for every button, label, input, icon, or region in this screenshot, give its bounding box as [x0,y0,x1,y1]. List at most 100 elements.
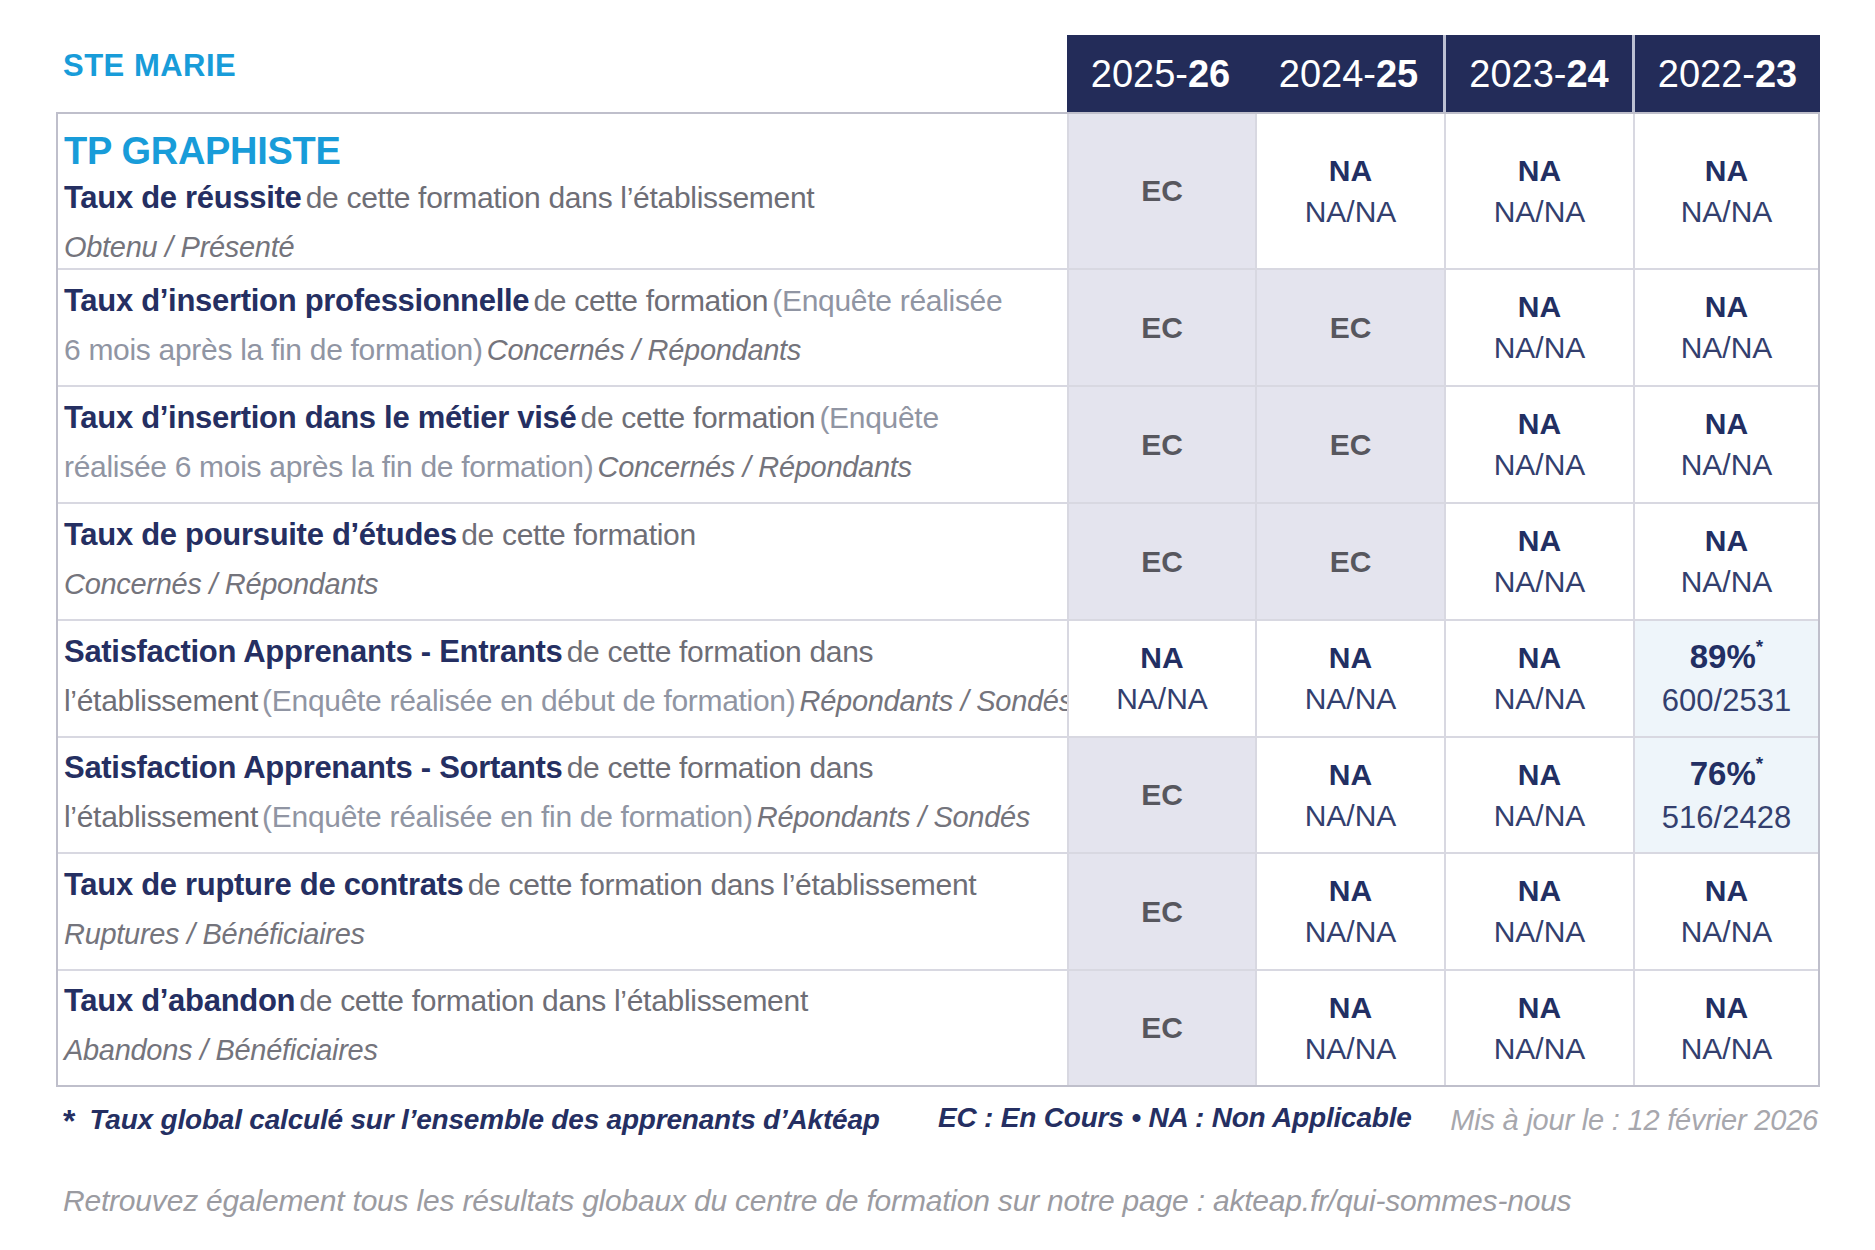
row-title: Taux d’insertion professionnelle [64,283,529,318]
row-title-line: Satisfaction Apprenants - Entrants de ce… [64,630,1049,679]
row-label-insertion-professionnelle: Taux d’insertion professionnelle de cett… [58,268,1067,385]
cell-value: EC [1141,778,1183,812]
cell-ratio: NA/NA [1305,195,1397,229]
row-ratio-caption: Répondants / Sondés [800,685,1067,717]
row-parenthetical: (Enquête réalisée [772,284,1002,317]
cell-ratio: NA/NA [1116,682,1208,716]
value-cell: NANA/NA [1633,268,1818,385]
cell-value: 76%* [1690,755,1763,793]
cell-ratio: NA/NA [1494,195,1586,229]
value-cell: EC [1067,385,1255,502]
cell-value: NA [1329,641,1372,675]
row-description: de cette formation dans [567,751,874,784]
row-subtitle-line: 6 mois après la fin de formation) Concer… [64,328,1049,377]
row-description: de cette formation [581,401,816,434]
value-cell: NA NA/NA [1633,969,1818,1085]
footnote-row: *Taux global calculé sur l’ensemble des … [0,1100,1875,1140]
global-results-note: Retrouvez également tous les résultats g… [63,1184,1571,1218]
year-label-light: 2024- [1279,53,1376,96]
cell-ratio: NA/NA [1494,448,1586,482]
value-cell: NA NA/NA [1444,385,1633,502]
value-cell: NA NA/NA [1067,619,1255,736]
row-title-line: Taux de poursuite d’études de cette form… [64,513,1049,562]
cell-ratio: NA/NA [1494,682,1586,716]
cell-ratio: NA/NA [1494,1032,1586,1066]
cell-value: NA [1705,874,1748,908]
value-cell: EC [1067,114,1255,268]
year-label-bold: 26 [1188,53,1230,96]
row-title-line: Taux de rupture de contrats de cette for… [64,863,1049,912]
cell-ratio: NA/NA [1681,448,1773,482]
row-description: l’établissement [64,800,258,833]
row-title-line: Satisfaction Apprenants - Sortants de ce… [64,746,1049,795]
value-cell: NANA/NA [1255,969,1444,1085]
footnote-star: * [63,1103,75,1139]
cell-ratio: NA/NA [1494,565,1586,599]
row-ratio-caption: Concernés / Répondants [487,334,801,366]
row-title: Taux de réussite [64,180,302,215]
cell-value: EC [1141,545,1183,579]
value-cell: EC [1067,969,1255,1085]
cell-value: NA [1705,524,1748,558]
value-cell: NA NA/NA [1255,619,1444,736]
row-subtitle-line: réalisée 6 mois après la fin de formatio… [64,445,1049,494]
footnote: *Taux global calculé sur l’ensemble des … [63,1100,880,1137]
year-label-bold: 23 [1755,53,1797,96]
cell-ratio: NA/NA [1494,915,1586,949]
row-ratio-caption: Abandons / Bénéficiaires [64,1034,378,1066]
value-cell: EC [1255,502,1444,619]
row-title-line: Taux d’insertion dans le métier visé de … [64,396,1049,445]
row-parenthetical: (Enquête réalisée en fin de formation) [262,800,753,833]
row-label-satisfaction-entrants: Satisfaction Apprenants - Entrants de ce… [58,619,1067,736]
cell-value: EC [1330,311,1372,345]
cell-value: NA [1140,641,1183,675]
row-title-line: Taux d’insertion professionnelle de cett… [64,279,1049,328]
row-ratio-caption: Obtenu / Présenté [64,231,294,263]
value-cell: NANA/NA [1444,114,1633,268]
cell-value: NA [1518,641,1561,675]
row-title: Taux d’abandon [64,983,295,1018]
establishment-name: STE MARIE [63,48,236,84]
cell-ratio: NA/NA [1681,915,1773,949]
cell-value: EC [1141,1011,1183,1045]
cell-ratio: NA/NA [1681,1032,1773,1066]
year-column-2024-25: 2024-25 [1254,35,1443,114]
value-cell: EC [1255,385,1444,502]
cell-value: NA [1329,874,1372,908]
cell-value: NA [1518,524,1561,558]
cell-value: NA [1705,991,1748,1025]
year-header-row: 2025-26 2024-25 2023-24 2022-23 [1067,35,1820,114]
row-title: Satisfaction Apprenants - Sortants [64,750,563,785]
row-label-satisfaction-sortants: Satisfaction Apprenants - Sortants de ce… [58,736,1067,852]
row-description: de cette formation dans l’établissement [468,868,977,901]
results-table: TP GRAPHISTE Taux de réussite de cette f… [56,112,1820,1087]
row-title-line: Taux d’abandon de cette formation dans l… [64,979,1049,1028]
cell-ratio: NA/NA [1305,682,1397,716]
value-cell: EC [1067,736,1255,852]
value-cell: NA NA/NA [1633,385,1818,502]
cell-value: NA [1518,407,1561,441]
row-ratio-caption: Concernés / Répondants [597,451,911,483]
value-cell: EC [1067,852,1255,969]
row-subtitle-line: l’établissement (Enquête réalisée en fin… [64,795,1049,844]
row-ratio-caption: Concernés / Répondants [64,568,378,600]
year-label-bold: 25 [1376,53,1418,96]
row-parenthetical: (Enquête [819,401,938,434]
asterisk-note: * [1756,636,1763,657]
row-parenthetical: réalisée 6 mois après la fin de formatio… [64,450,593,483]
cell-ratio: NA/NA [1494,331,1586,365]
row-description: de cette formation dans l’établissement [299,984,808,1017]
cell-value: NA [1705,154,1748,188]
row-title-line: Taux de réussite de cette formation dans… [64,176,1049,225]
row-label-insertion-metier-vise: Taux d’insertion dans le métier visé de … [58,385,1067,502]
cell-ratio: NA/NA [1305,1032,1397,1066]
value-cell: NA NA/NA [1444,502,1633,619]
cell-ratio: NA/NA [1681,565,1773,599]
value-cell: NANA/NA [1255,852,1444,969]
row-parenthetical: 6 mois après la fin de formation) [64,333,483,366]
row-label-taux-de-reussite: TP GRAPHISTE Taux de réussite de cette f… [58,114,1067,268]
row-subtitle-line: Ruptures / Bénéficiaires [64,912,1049,961]
year-label-bold: 24 [1566,53,1608,96]
cell-value: NA [1705,407,1748,441]
cell-value: NA [1518,991,1561,1025]
